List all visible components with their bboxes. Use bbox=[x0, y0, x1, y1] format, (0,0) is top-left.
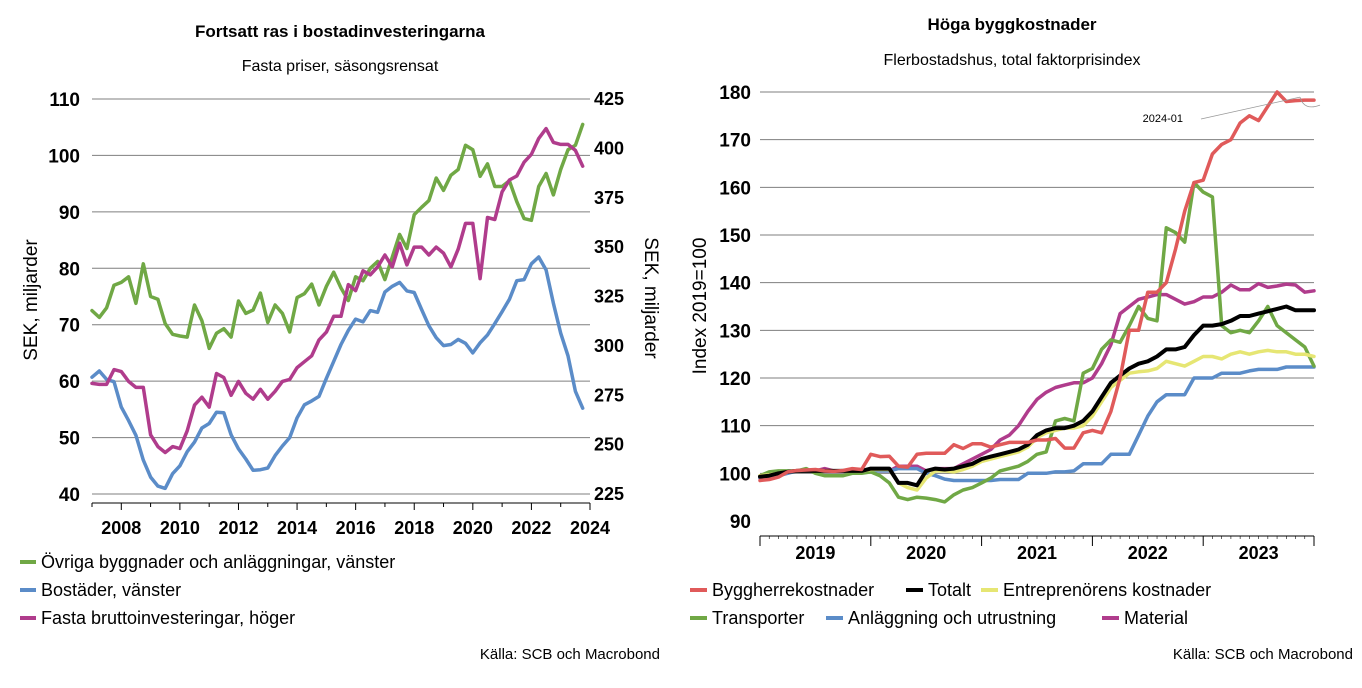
chart-title: Höga byggkostnader bbox=[927, 15, 1096, 34]
legend-label: Bostäder, vänster bbox=[41, 580, 181, 600]
y-tick-label-left: 100 bbox=[48, 146, 80, 167]
y-tick-label: 160 bbox=[719, 178, 751, 199]
legend-label: Totalt bbox=[928, 580, 971, 600]
x-tick-label: 2019 bbox=[795, 543, 835, 563]
y-axis-right-ticks: 225 250 275 300 325 350 375 400 425 bbox=[594, 89, 624, 504]
series-line-bostäder-vänster bbox=[90, 255, 585, 491]
y-tick-label-left: 50 bbox=[59, 429, 80, 450]
series-line-övriga-byggnader-och-anläggningar-vänster bbox=[90, 122, 585, 351]
annotation: 2024-01 bbox=[1143, 96, 1321, 125]
series-line-byggherrekostnader bbox=[758, 90, 1316, 483]
annotation-leader bbox=[1200, 96, 1301, 120]
y-tick-label: 150 bbox=[719, 226, 751, 247]
y-tick-label-left: 110 bbox=[49, 90, 80, 111]
y-tick-label-right: 400 bbox=[594, 138, 624, 158]
x-axis: 2019 2020 2021 2022 2023 bbox=[759, 535, 1315, 563]
y-tick-label: 140 bbox=[719, 274, 751, 295]
y-tick-label-right: 250 bbox=[594, 435, 624, 455]
x-tick-label: 2008 bbox=[101, 518, 141, 538]
x-tick-label: 2018 bbox=[394, 518, 434, 538]
y-tick-label-right: 275 bbox=[594, 385, 624, 405]
source-note: Källa: SCB och Macrobond bbox=[480, 646, 660, 663]
legend-label: Övriga byggnader och anläggningar, vänst… bbox=[41, 552, 395, 572]
x-tick-label: 2014 bbox=[277, 518, 317, 538]
y-axis-label: Index 2019=100 bbox=[690, 238, 711, 375]
x-axis: 2008 2010 2012 2014 2016 2018 2020 2022 2024 bbox=[91, 502, 610, 538]
series-line-fasta-bruttoinvesteringar-höger bbox=[90, 126, 585, 455]
y-tick-label-right: 225 bbox=[594, 484, 624, 504]
y-tick-label: 100 bbox=[719, 464, 751, 485]
source-note: Källa: SCB och Macrobond bbox=[1173, 646, 1353, 663]
series-line-material bbox=[758, 281, 1316, 480]
y-tick-label-left: 90 bbox=[59, 203, 80, 224]
x-tick-label: 2020 bbox=[906, 543, 946, 563]
x-tick-label: 2016 bbox=[336, 518, 376, 538]
x-tick-label: 2021 bbox=[1017, 543, 1057, 563]
y-tick-label: 170 bbox=[719, 131, 751, 152]
series-line-transporter bbox=[758, 180, 1316, 504]
chart-right: Höga byggkostnader Flerbostadshus, total… bbox=[690, 15, 1353, 663]
legend-label: Entreprenörens kostnader bbox=[1003, 580, 1211, 600]
y-tick-label: 130 bbox=[719, 321, 751, 342]
y-tick-label-left: 60 bbox=[59, 372, 80, 393]
series-lines bbox=[90, 122, 585, 491]
legend: Byggherrekostnader Totalt Entreprenörens k… bbox=[690, 580, 1211, 628]
y-tick-label: 110 bbox=[720, 417, 751, 438]
y-tick-label: 90 bbox=[730, 512, 751, 533]
y-axis-left-label: SEK, miljarder bbox=[21, 239, 42, 361]
chart-left: Fortsatt ras i bostadinvesteringarna Fas… bbox=[20, 22, 661, 663]
gridlines bbox=[92, 98, 590, 495]
y-tick-label: 120 bbox=[719, 369, 751, 390]
x-tick-label: 2022 bbox=[511, 518, 551, 538]
gridlines bbox=[760, 91, 1314, 474]
x-tick-label: 2024 bbox=[570, 518, 610, 538]
legend-label: Transporter bbox=[712, 608, 804, 628]
y-axis-ticks: 90 100 110 120 130 140 150 160 170 180 bbox=[719, 83, 751, 533]
y-tick-label-right: 325 bbox=[594, 287, 624, 307]
y-tick-label-right: 375 bbox=[594, 188, 624, 208]
y-tick-label-right: 425 bbox=[594, 89, 624, 109]
legend-label: Material bbox=[1124, 608, 1188, 628]
x-tick-label: 2012 bbox=[218, 518, 258, 538]
chart-subtitle: Fasta priser, säsongsrensat bbox=[242, 58, 439, 75]
y-tick-label-right: 350 bbox=[594, 237, 624, 257]
legend-label: Fasta bruttoinvesteringar, höger bbox=[41, 608, 295, 628]
series-line-anläggning-och-utrustning bbox=[758, 365, 1316, 483]
y-axis-right-label: SEK, miljarder bbox=[640, 237, 661, 359]
x-tick-label: 2010 bbox=[160, 518, 200, 538]
x-tick-label: 2022 bbox=[1128, 543, 1168, 563]
legend-label: Byggherrekostnader bbox=[712, 580, 874, 600]
series-line-totalt bbox=[758, 304, 1316, 488]
y-tick-label-left: 40 bbox=[59, 485, 80, 506]
series-lines bbox=[758, 90, 1316, 504]
chart-title: Fortsatt ras i bostadinvesteringarna bbox=[195, 22, 486, 41]
annotation-label: 2024-01 bbox=[1143, 113, 1183, 125]
y-tick-label-right: 300 bbox=[594, 336, 624, 356]
x-tick-label: 2023 bbox=[1239, 543, 1279, 563]
y-tick-label-left: 70 bbox=[59, 316, 80, 337]
y-tick-label-left: 80 bbox=[59, 259, 80, 280]
annotation-marker bbox=[1299, 96, 1321, 108]
legend-label: Anläggning och utrustning bbox=[848, 608, 1056, 628]
y-axis-left-ticks: 40 50 60 70 80 90 100 110 bbox=[48, 90, 80, 506]
chart-subtitle: Flerbostadshus, total faktorprisindex bbox=[883, 52, 1140, 69]
legend: Övriga byggnader och anläggningar, vänst… bbox=[20, 552, 395, 628]
y-tick-label: 180 bbox=[719, 83, 751, 104]
x-tick-label: 2020 bbox=[453, 518, 493, 538]
